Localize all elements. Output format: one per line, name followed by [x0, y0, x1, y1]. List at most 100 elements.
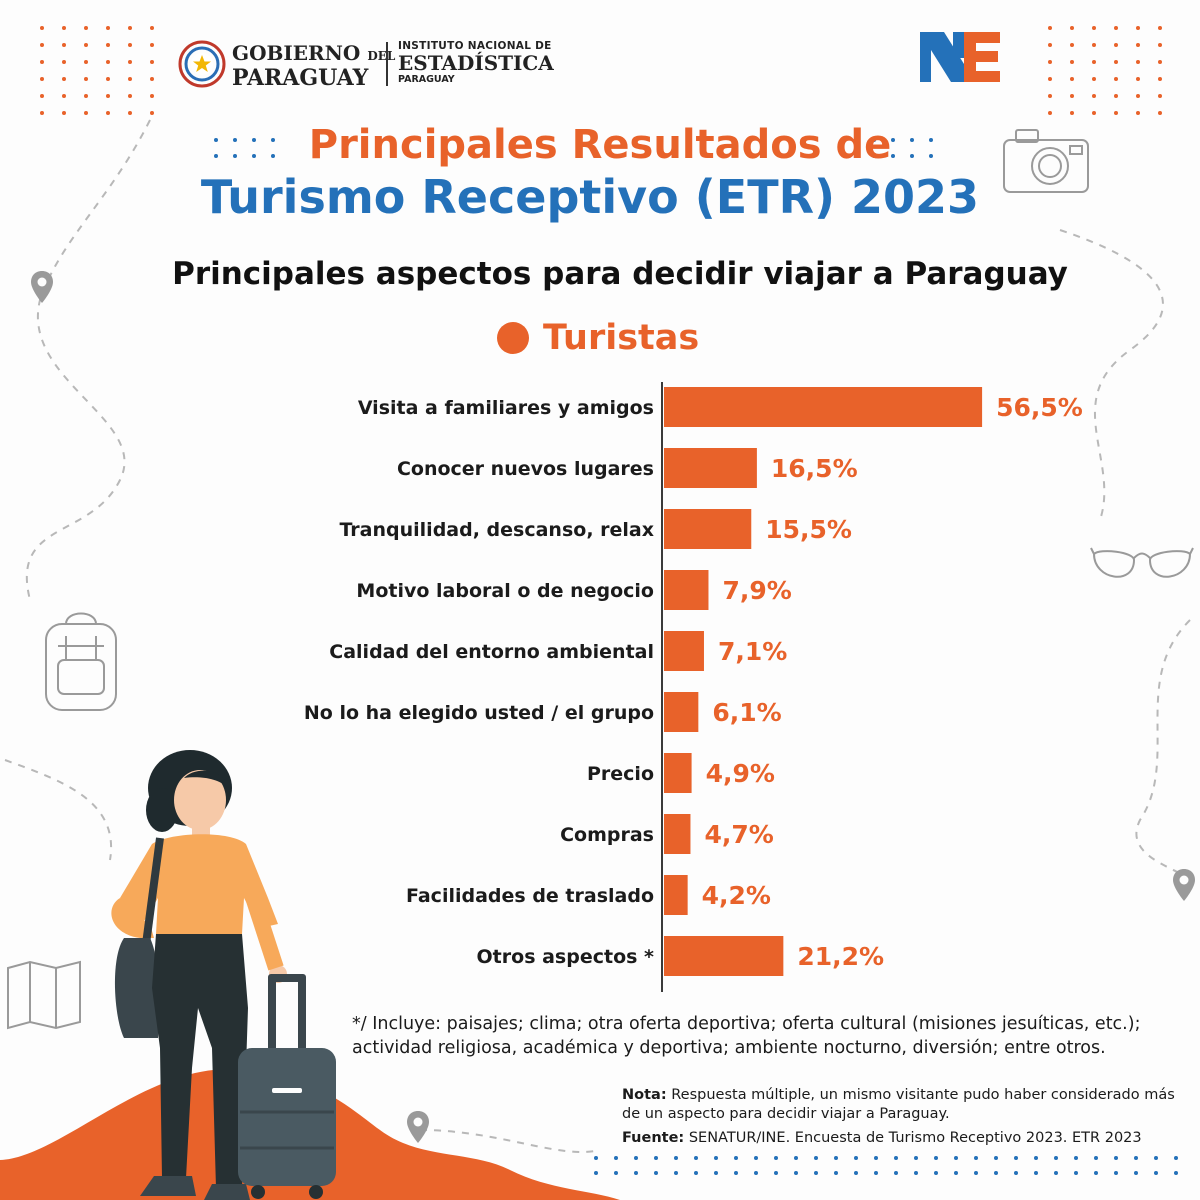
value-label: 7,1% — [718, 637, 787, 666]
category-label: Tranquilidad, descanso, relax — [339, 519, 654, 541]
dot — [84, 77, 88, 81]
dot — [1070, 26, 1074, 30]
dot — [1048, 60, 1052, 64]
dot — [40, 26, 44, 30]
dot — [128, 60, 132, 64]
dot — [1136, 94, 1140, 98]
value-label: 6,1% — [712, 698, 781, 727]
dot-grid-title-left — [214, 138, 290, 158]
dot — [1134, 1156, 1138, 1160]
dot — [1114, 77, 1118, 81]
dot — [128, 26, 132, 30]
dot — [614, 1171, 618, 1175]
dot — [40, 111, 44, 115]
nota-body: Respuesta múltiple, un mismo visitante p… — [622, 1087, 1175, 1122]
dot — [954, 1171, 958, 1175]
traveler-illustration — [111, 750, 287, 1200]
dot — [954, 1156, 958, 1160]
dot — [1134, 1171, 1138, 1175]
map-icon — [7, 960, 81, 1030]
dot — [1094, 1156, 1098, 1160]
dot — [271, 138, 275, 142]
dot — [614, 1156, 618, 1160]
bar — [664, 570, 709, 610]
category-label: Visita a familiares y amigos — [358, 397, 654, 419]
dot — [233, 154, 237, 158]
dot — [1070, 94, 1074, 98]
dot — [1048, 77, 1052, 81]
dot — [694, 1156, 698, 1160]
dot — [1092, 26, 1096, 30]
dot — [128, 77, 132, 81]
dot — [1070, 60, 1074, 64]
dot — [794, 1171, 798, 1175]
legend-label-turistas: Turistas — [543, 318, 700, 358]
dot — [1114, 60, 1118, 64]
dot — [1092, 77, 1096, 81]
dot — [814, 1171, 818, 1175]
sunglasses-icon — [1090, 547, 1194, 578]
dot — [128, 94, 132, 98]
dot — [914, 1156, 918, 1160]
dot — [674, 1171, 678, 1175]
dot — [1136, 77, 1140, 81]
dot — [1158, 43, 1162, 47]
dot — [891, 154, 895, 158]
dot — [62, 94, 66, 98]
chart-legend: Turistas — [497, 318, 699, 358]
dot — [1158, 60, 1162, 64]
dot — [774, 1156, 778, 1160]
value-label: 4,9% — [706, 759, 775, 788]
dot — [150, 77, 154, 81]
dot — [734, 1171, 738, 1175]
dot — [128, 43, 132, 47]
dot — [834, 1156, 838, 1160]
bar — [664, 631, 704, 671]
category-label: Conocer nuevos lugares — [397, 458, 654, 480]
dot — [1034, 1171, 1038, 1175]
gobierno-del: DEL — [367, 49, 396, 63]
dot — [872, 154, 876, 158]
legend-swatch-turistas — [497, 322, 529, 354]
dot — [1070, 43, 1074, 47]
dot-grid-bottom-right — [594, 1156, 1194, 1175]
dot — [1174, 1156, 1178, 1160]
gobierno-seal-icon — [178, 40, 226, 88]
dot — [1136, 60, 1140, 64]
dot — [1048, 43, 1052, 47]
category-label: Precio — [587, 763, 654, 785]
dot — [974, 1156, 978, 1160]
dot — [794, 1156, 798, 1160]
dot — [106, 26, 110, 30]
dot — [1174, 1171, 1178, 1175]
bar — [664, 753, 692, 793]
category-label: Compras — [560, 824, 654, 846]
dot — [252, 154, 256, 158]
dot — [1114, 111, 1118, 115]
dot-grid-title-right — [872, 138, 948, 158]
dot — [929, 154, 933, 158]
bar-chart: Visita a familiares y amigos 56,5% Conocer… — [304, 382, 1083, 992]
dot — [694, 1171, 698, 1175]
dot — [106, 111, 110, 115]
category-label: Motivo laboral o de negocio — [356, 580, 654, 602]
dot — [891, 138, 895, 142]
category-label: Calidad del entorno ambiental — [329, 641, 654, 663]
dot — [854, 1171, 858, 1175]
nota-label: Nota: — [622, 1087, 667, 1103]
fuente-text: Fuente: SENATUR/INE. Encuesta de Turismo… — [622, 1130, 1192, 1146]
dot — [62, 111, 66, 115]
title-line1: Principales Resultados de — [308, 122, 892, 168]
dot — [934, 1171, 938, 1175]
dot — [150, 43, 154, 47]
fuente-label: Fuente: — [622, 1130, 685, 1146]
dot — [594, 1156, 598, 1160]
nota-text: Nota: Respuesta múltiple, un mismo visit… — [622, 1086, 1182, 1124]
chart-title: Principales aspectos para decidir viajar… — [172, 256, 1068, 292]
bar — [664, 814, 691, 854]
location-pin-icon — [31, 271, 53, 303]
value-label: 7,9% — [722, 576, 791, 605]
dot — [894, 1171, 898, 1175]
bar — [664, 875, 688, 915]
ine-logo-icon — [920, 32, 1000, 82]
